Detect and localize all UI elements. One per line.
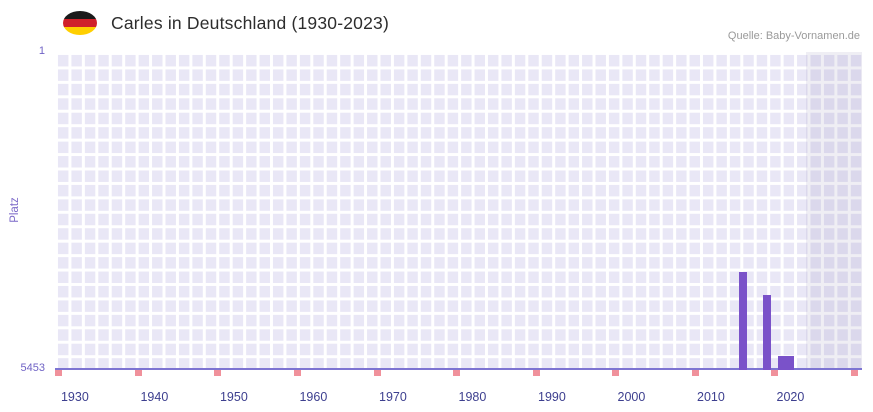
x-tick-1930: 1930: [60, 390, 89, 404]
y-tick-bottom: 5453: [20, 362, 45, 374]
baseline-marker-1988: [532, 370, 540, 376]
recent-years-band: [806, 52, 862, 370]
x-tick-2020: 2020: [776, 390, 805, 404]
y-tick-top: 1: [38, 45, 45, 57]
y-axis-label: Platz: [9, 197, 21, 223]
x-tick-1970: 1970: [379, 390, 407, 404]
x-axis-line: [55, 368, 862, 370]
baseline-marker-2018: [771, 370, 779, 376]
x-axis-ticks: 1930 1940 1950 1960 1970 1980 1990 2000 2010 2020: [55, 390, 862, 406]
source-credit: Quelle: Baby-Vornamen.de: [727, 30, 860, 42]
baseline-marker-1998: [612, 370, 620, 376]
baseline-marker-2028: [850, 370, 858, 376]
baseline-marker-1948: [214, 370, 222, 376]
x-tick-2010: 2010: [697, 390, 725, 404]
chart-header: Carles in Deutschland (1930-2023) Quelle…: [63, 10, 860, 42]
rank-bar-2014: [738, 272, 747, 370]
baseline-marker-1928: [55, 370, 63, 376]
baseline-marker-1938: [134, 370, 142, 376]
baseline-marker-1968: [373, 370, 381, 376]
baseline-marker-2008: [691, 370, 699, 376]
x-tick-1960: 1960: [299, 390, 328, 404]
chart-title: Carles in Deutschland (1930-2023): [111, 12, 390, 33]
rank-bar-2017: [762, 295, 771, 370]
baseline-marker-1958: [293, 370, 301, 376]
x-tick-1940: 1940: [140, 390, 169, 404]
x-tick-2000: 2000: [617, 390, 646, 404]
rank-bar-2020: [786, 356, 795, 370]
baseline-marker-1978: [453, 370, 460, 376]
x-tick-1950: 1950: [219, 390, 248, 404]
plot-area: [55, 52, 862, 376]
x-tick-1980: 1980: [458, 390, 487, 404]
x-tick-1990: 1990: [538, 390, 566, 404]
rank-bar-2019: [778, 356, 787, 370]
germany-flag-icon: [63, 11, 97, 35]
